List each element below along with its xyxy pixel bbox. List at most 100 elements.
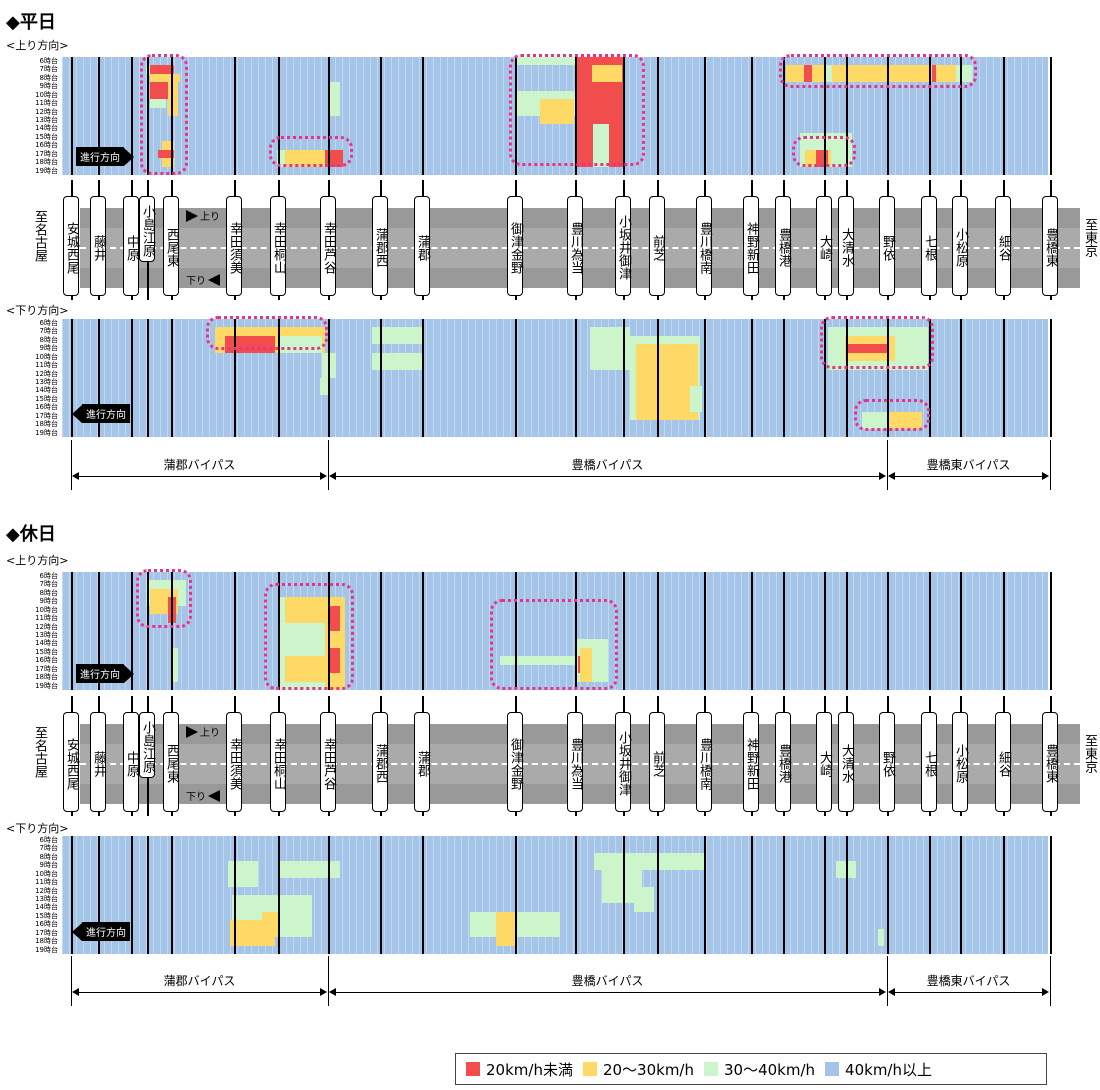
station-line <box>380 572 382 690</box>
grid-line <box>552 319 553 437</box>
grid-line <box>356 836 357 954</box>
grid-line <box>216 319 217 437</box>
grid-line <box>496 836 497 954</box>
hour-tick-label: 7時台 <box>39 327 58 336</box>
grid-line <box>391 57 392 175</box>
holiday-road-band: 至名古屋 至東京 上り 下り 安城西尾 藤井 中原 小島江原 西尾東 幸田須美 幸田桐山 幸田芦谷 蒲郡… <box>0 696 1100 816</box>
grid-line <box>167 319 168 437</box>
grid-line <box>1000 836 1001 954</box>
grid-line <box>146 572 147 690</box>
grid-line <box>881 572 882 690</box>
station-22: 小松原 <box>952 712 968 812</box>
grid-line <box>545 572 546 690</box>
grid-line <box>433 57 434 175</box>
grid-line <box>237 572 238 690</box>
arrow-right-icon <box>1042 472 1049 480</box>
grid-line <box>958 319 959 437</box>
hour-tick-label: 18時台 <box>35 673 58 682</box>
congestion-highlight <box>264 582 354 690</box>
station-22: 小松原 <box>952 196 968 296</box>
grid-line <box>958 836 959 954</box>
grid-line <box>713 572 714 690</box>
arrow-left-icon <box>72 988 79 996</box>
station-line <box>657 57 659 175</box>
grid-line <box>216 836 217 954</box>
station-line <box>234 57 236 175</box>
station-4: 小島江原 <box>139 196 155 262</box>
legend-label: 20km/h未満 <box>486 1060 573 1079</box>
station-line <box>846 836 848 954</box>
grid-line <box>818 57 819 175</box>
bypass-span-line <box>334 476 881 477</box>
speed-cell <box>372 352 422 370</box>
station-line <box>657 836 659 954</box>
grid-line <box>706 57 707 175</box>
grid-line <box>398 57 399 175</box>
hour-tick-label: 16時台 <box>35 141 58 150</box>
station-line <box>278 572 280 690</box>
grid-line <box>356 319 357 437</box>
station-line <box>328 57 330 175</box>
station-line <box>846 572 848 690</box>
station-9: 蒲郡西 <box>372 712 388 812</box>
grid-line <box>594 572 595 690</box>
grid-line <box>482 572 483 690</box>
speed-cell <box>285 597 325 623</box>
grid-line <box>496 319 497 437</box>
grid-line <box>468 57 469 175</box>
grid-line <box>923 836 924 954</box>
grid-line <box>811 319 812 437</box>
grid-line <box>363 836 364 954</box>
grid-line <box>706 572 707 690</box>
station-line <box>380 836 382 954</box>
station-line <box>328 319 330 437</box>
grid-line <box>314 319 315 437</box>
grid-line <box>195 836 196 954</box>
grid-line <box>153 836 154 954</box>
speed-cell <box>280 861 340 879</box>
hour-tick-label: 10時台 <box>35 605 58 614</box>
hour-tick-label: 14時台 <box>35 903 58 912</box>
grid-line <box>251 57 252 175</box>
grid-line <box>342 319 343 437</box>
hour-tick-label: 11時台 <box>35 614 58 623</box>
grid-line <box>629 572 630 690</box>
grid-line <box>734 836 735 954</box>
station-5: 西尾東 <box>163 196 179 296</box>
grid-line <box>958 57 959 175</box>
holiday-down-label: <下り方向> <box>6 822 69 835</box>
grid-line <box>951 319 952 437</box>
direction-label: 進行方向 <box>76 147 124 166</box>
direction-label: 進行方向 <box>82 922 130 941</box>
bypass-boundary <box>887 956 888 1006</box>
bypass-span-line <box>893 992 1044 993</box>
congestion-highlight <box>854 399 930 432</box>
grid-line <box>797 319 798 437</box>
grid-line <box>559 572 560 690</box>
congestion-highlight <box>779 54 977 89</box>
station-line <box>71 572 73 690</box>
grid-line <box>678 572 679 690</box>
speed-cell <box>500 656 580 665</box>
grid-line <box>363 572 364 690</box>
grid-line <box>377 57 378 175</box>
grid-line <box>1042 319 1043 437</box>
station-21: 七根 <box>921 196 937 296</box>
grid-line <box>153 319 154 437</box>
grid-line <box>125 57 126 175</box>
grid-line <box>125 836 126 954</box>
grid-line <box>755 57 756 175</box>
legend-swatch <box>825 1062 840 1076</box>
grid-line <box>286 319 287 437</box>
grid-line <box>566 836 567 954</box>
bypass-span-line <box>334 992 881 993</box>
station-line <box>704 836 706 954</box>
station-15: 豊川橋南 <box>696 196 712 296</box>
station-14: 前芝 <box>649 196 665 296</box>
grid-line <box>272 57 273 175</box>
grid-line <box>139 836 140 954</box>
station-line <box>960 57 962 175</box>
grid-line <box>986 572 987 690</box>
station-line <box>1003 572 1005 690</box>
grid-line <box>727 319 728 437</box>
